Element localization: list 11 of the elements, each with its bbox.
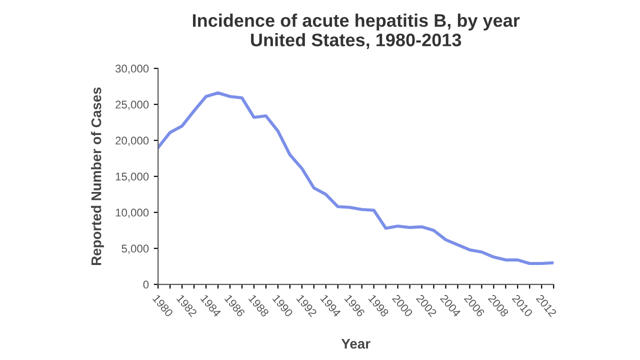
y-tick-label: 25,000 — [116, 100, 149, 110]
y-tick-label: 0 — [143, 280, 149, 289]
y-tick-label: 30,000 — [115, 64, 149, 74]
y-axis-title: Reported Number of Cases — [91, 87, 104, 265]
y-tick-label: 5,000 — [122, 244, 149, 254]
chart-title: Incidence of acute hepatitis B, by year United States, 1980-2013 — [193, 14, 520, 49]
x-axis-title: Year — [341, 338, 370, 349]
y-tick-label: 20,000 — [116, 136, 149, 146]
y-tick-label: 10,000 — [116, 208, 149, 218]
y-tick-label: 15,000 — [116, 172, 149, 182]
line-series — [158, 91, 554, 266]
